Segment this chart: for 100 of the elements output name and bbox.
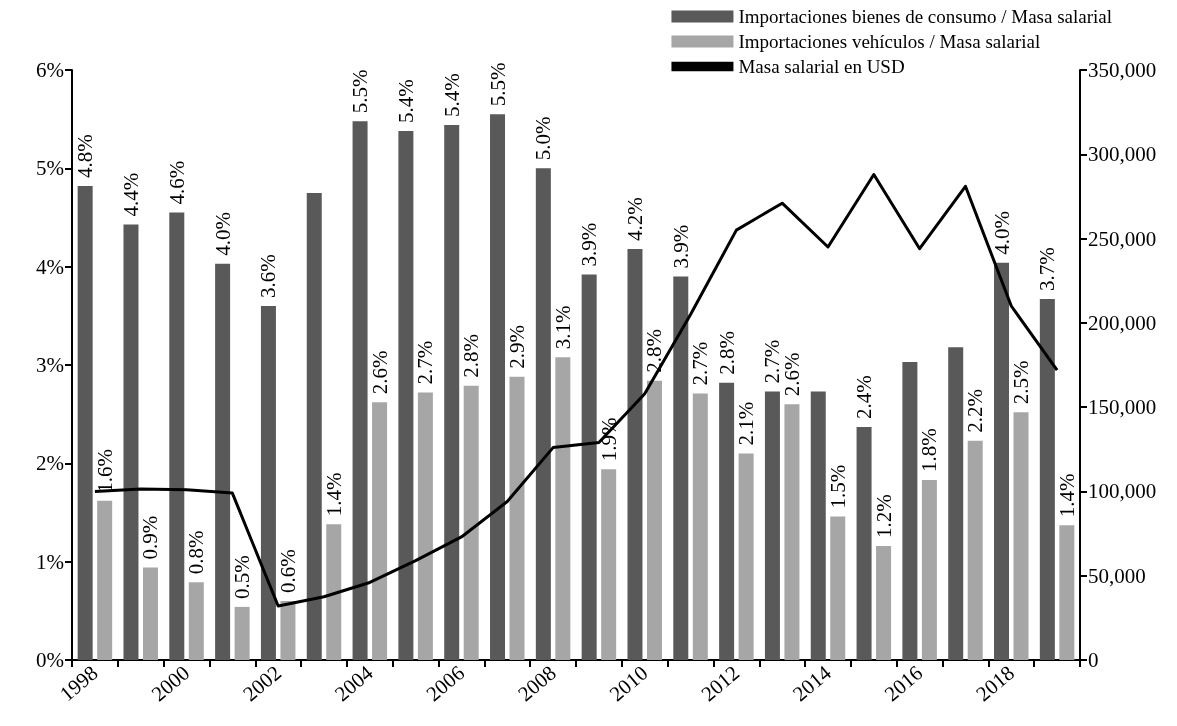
data-label: 2.9% <box>505 325 530 369</box>
bar <box>352 121 368 660</box>
data-label: 3.1% <box>550 305 575 350</box>
bar <box>830 516 846 660</box>
y-tick-label: 6% <box>36 58 64 82</box>
data-label: 3.6% <box>256 254 281 298</box>
data-label: 1.6% <box>92 448 117 493</box>
x-tick-label: 2012 <box>696 660 745 707</box>
data-label: 5.0% <box>531 116 556 161</box>
data-label: 4.6% <box>164 160 189 205</box>
data-label: 4.0% <box>989 210 1014 255</box>
y-tick-label: 1% <box>36 549 64 574</box>
bar <box>142 567 158 660</box>
bar <box>260 306 276 660</box>
data-label: 3.9% <box>577 222 602 267</box>
data-label: 3.7% <box>1035 247 1060 292</box>
bar <box>215 263 231 660</box>
legend-label: Importaciones vehículos / Masa salarial <box>738 31 1041 52</box>
data-label: 2.6% <box>367 350 392 395</box>
legend-label: Masa salarial en USD <box>738 56 905 77</box>
data-label: 2.1% <box>734 401 759 446</box>
data-label: 0.5% <box>230 555 255 599</box>
bar <box>784 404 800 660</box>
bar <box>306 192 322 660</box>
data-label: 2.7% <box>413 340 438 385</box>
data-label: 4.0% <box>210 211 235 256</box>
data-label: 2.8% <box>459 333 484 378</box>
bar <box>1039 299 1055 660</box>
bar <box>902 362 918 660</box>
data-label: 1.4% <box>1054 473 1079 518</box>
y2-tick-label: 350,000 <box>1088 58 1157 82</box>
bar <box>856 426 872 660</box>
bar <box>535 168 551 660</box>
bar <box>764 391 780 660</box>
data-label: 2.8% <box>642 328 667 373</box>
data-label: 2.2% <box>963 388 988 433</box>
bar <box>627 248 643 660</box>
bar <box>1013 412 1029 660</box>
x-tick-label: 2010 <box>604 660 653 707</box>
bar <box>123 224 139 660</box>
y2-tick-label: 300,000 <box>1088 142 1157 167</box>
data-label: 4.2% <box>622 197 647 241</box>
bar <box>967 440 983 660</box>
legend-label: Importaciones bienes de consumo / Masa salarial <box>738 6 1113 27</box>
data-label: 2.8% <box>714 330 739 375</box>
x-tick-label: 2000 <box>146 660 195 707</box>
bar <box>601 469 617 660</box>
data-label: 2.4% <box>852 375 877 419</box>
y2-tick-label: 250,000 <box>1088 226 1157 251</box>
y2-tick-label: 0 <box>1088 648 1099 672</box>
bar <box>738 453 754 660</box>
y-tick-label: 4% <box>36 254 64 279</box>
bar <box>490 114 506 660</box>
data-label: 3.9% <box>668 224 693 269</box>
bar <box>97 500 113 660</box>
bar <box>463 385 479 660</box>
bar <box>876 545 892 660</box>
bar <box>280 601 296 660</box>
data-label: 0.8% <box>184 530 209 575</box>
bar <box>398 130 414 660</box>
bar <box>234 606 250 660</box>
data-label: 1.5% <box>825 464 850 509</box>
bar <box>77 186 93 660</box>
bar <box>444 125 460 660</box>
data-label: 0.6% <box>275 549 300 593</box>
bar <box>810 391 826 660</box>
y2-tick-label: 200,000 <box>1088 310 1157 335</box>
data-label: 5.4% <box>393 79 418 123</box>
bar <box>921 480 937 660</box>
data-label: 5.5% <box>348 69 373 114</box>
bar <box>188 582 204 660</box>
y-tick-label: 0% <box>36 648 64 672</box>
data-label: 0.9% <box>138 515 163 560</box>
bar <box>417 392 433 660</box>
data-label: 5.5% <box>485 62 510 107</box>
bar <box>1059 525 1075 660</box>
data-label: 2.5% <box>1009 360 1034 405</box>
data-label: 5.4% <box>439 73 464 118</box>
y-tick-label: 5% <box>36 156 64 181</box>
data-label: 1.2% <box>871 494 896 538</box>
bar <box>719 382 735 660</box>
bar <box>948 347 964 660</box>
bar <box>555 357 571 660</box>
data-label: 1.4% <box>321 472 346 517</box>
bar <box>326 524 342 660</box>
y2-tick-label: 100,000 <box>1088 479 1157 504</box>
data-label: 4.4% <box>118 172 143 217</box>
data-label: 2.7% <box>688 341 713 386</box>
y-tick-label: 2% <box>36 451 64 476</box>
bar <box>509 376 525 660</box>
bar <box>692 393 708 660</box>
y2-tick-label: 50,000 <box>1088 563 1146 588</box>
bar <box>372 402 388 660</box>
bar <box>994 262 1010 660</box>
bar <box>673 276 689 660</box>
bar <box>646 380 662 660</box>
data-label: 4.8% <box>73 134 98 179</box>
data-label: 1.8% <box>917 428 942 473</box>
x-tick-label: 2002 <box>238 660 286 707</box>
y2-tick-label: 150,000 <box>1088 395 1157 420</box>
